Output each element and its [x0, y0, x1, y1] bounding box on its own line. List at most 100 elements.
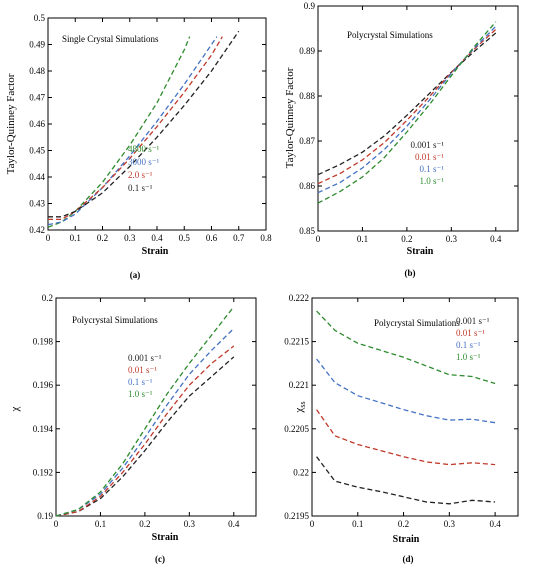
y-tick-label: 0.221 — [289, 380, 309, 390]
y-tick-label: 0.9 — [304, 1, 316, 11]
y-tick-label: 0.44 — [29, 172, 45, 182]
y-tick-label: 0.89 — [299, 46, 315, 56]
y-tick-label: 0.48 — [29, 66, 45, 76]
series-line-2 — [316, 409, 496, 466]
y-tick-label: 0.196 — [33, 380, 54, 390]
series-line-3 — [48, 36, 223, 221]
panel-caption: (b) — [405, 268, 416, 278]
x-tick-label: 0.2 — [97, 233, 108, 243]
plot-frame — [47, 17, 267, 231]
x-tick-label: 0.5 — [179, 233, 191, 243]
y-axis-label-main: χ — [9, 406, 21, 412]
y-tick-label: 0.87 — [299, 136, 315, 146]
x-tick-label: 0.2 — [139, 519, 150, 529]
panel-caption: (c) — [155, 554, 165, 564]
series-line-4 — [316, 310, 496, 385]
x-tick-label: 0 — [54, 519, 59, 529]
panel-title: Single Crystal Simulations — [62, 34, 159, 44]
x-tick-label: 0.4 — [490, 234, 502, 244]
legend-entry-3: 0.1 s⁻¹ — [456, 340, 481, 350]
y-axis-label-main: χ — [293, 408, 305, 414]
legend-entry-4: 1.0 s⁻¹ — [420, 176, 445, 186]
series-line-4 — [55, 306, 235, 517]
y-tick-label: 0.88 — [299, 91, 315, 101]
panel-title: Polycrystal Simulations — [374, 318, 460, 328]
legend-entry-2: 0.01 s⁻¹ — [456, 328, 485, 338]
legend-entry-1: 4800 s⁻¹ — [128, 144, 160, 154]
panel-caption: (d) — [403, 554, 414, 564]
plot-frame — [55, 297, 257, 517]
y-tick-label: 0.85 — [299, 226, 315, 236]
x-tick-label: 0.3 — [444, 519, 456, 529]
plot-frame — [317, 5, 519, 232]
y-tick-label: 0.47 — [29, 93, 45, 103]
series-line-2 — [317, 28, 497, 185]
y-tick-label: 0.46 — [29, 119, 45, 129]
chart-panel-d: 0 0.1 0.2 0.3 0.4 0.2195 0.22 0.2205 0.221 0.2215… — [284, 293, 519, 564]
x-tick-label: 0.1 — [95, 519, 106, 529]
chart-panel-a: 0 0.1 0.2 0.3 0.4 0.5 0.6 0.7 0.8 0.42 0.43 0.44 0.4… — [5, 13, 272, 280]
series-line-1 — [317, 32, 497, 176]
panel-title: Polycrystal Simulations — [72, 315, 158, 325]
x-axis-label: Strain — [142, 246, 169, 257]
plot-frame — [311, 297, 519, 517]
x-tick-label: 0 — [316, 234, 321, 244]
y-tick-label: 0.19 — [37, 511, 53, 521]
series-line-1 — [316, 456, 496, 505]
x-tick-label: 0.4 — [489, 519, 501, 529]
series-line-4 — [48, 30, 240, 218]
x-tick-label: 0.4 — [151, 233, 163, 243]
legend-entry-3: 0.1 s⁻¹ — [420, 164, 445, 174]
x-axis-label: Strain — [152, 532, 179, 543]
legend-entry-4: 1.0 s⁻¹ — [128, 389, 153, 399]
y-axis-label: Taylor-Quinney Factor — [5, 73, 17, 174]
y-axis-label-main: Taylor-Quinney Factor — [284, 67, 296, 168]
y-tick-label: 0.2205 — [284, 424, 309, 434]
y-tick-label: 0.22 — [293, 467, 309, 477]
legend-entry-3: 2.0 s⁻¹ — [128, 170, 153, 180]
y-tick-label: 0.2195 — [284, 511, 309, 521]
x-tick-label: 0.8 — [260, 233, 272, 243]
y-tick-label: 0.49 — [29, 40, 45, 50]
y-tick-label: 0.86 — [299, 181, 315, 191]
y-axis-label-sub: ss — [298, 401, 307, 407]
y-tick-label: 0.42 — [29, 225, 45, 235]
y-tick-label: 0.5 — [34, 13, 46, 23]
y-axis-label: χss — [293, 401, 307, 413]
series-line-3 — [317, 25, 497, 194]
y-tick-label: 0.222 — [289, 293, 309, 303]
chart-panel-b: 0 0.1 0.2 0.3 0.4 0.85 0.86 0.87 0.88 0.89 0.9 Poly… — [284, 1, 519, 278]
chart-panel-c: 0 0.1 0.2 0.3 0.4 0.19 0.192 0.194 0.196 0.198 0.2… — [9, 293, 257, 564]
series-line-2 — [47, 36, 218, 226]
legend-entry-4: 1.0 s⁻¹ — [456, 352, 481, 362]
x-axis-label: Strain — [407, 246, 434, 257]
series-line-3 — [316, 358, 496, 424]
x-tick-label: 0.2 — [398, 519, 409, 529]
legend-entry-1: 0.001 s⁻¹ — [456, 316, 490, 326]
series-line-1 — [55, 356, 235, 517]
x-tick-label: 0.3 — [446, 234, 458, 244]
legend-entry-1: 0.001 s⁻¹ — [411, 140, 445, 150]
x-tick-label: 0.3 — [124, 233, 136, 243]
series-line-2 — [55, 345, 235, 517]
x-tick-label: 0 — [46, 233, 51, 243]
legend-entry-2: 3000 s⁻¹ — [128, 157, 160, 167]
x-tick-label: 0.1 — [357, 234, 368, 244]
x-tick-label: 0.4 — [228, 519, 240, 529]
legend-entry-2: 0.01 s⁻¹ — [128, 365, 157, 375]
series-line-4 — [317, 21, 497, 204]
x-tick-label: 0.7 — [233, 233, 245, 243]
x-tick-label: 0.6 — [206, 233, 218, 243]
y-axis-label: χ — [9, 406, 21, 412]
legend-entry-2: 0.01 s⁻¹ — [415, 152, 444, 162]
x-tick-label: 0.2 — [401, 234, 412, 244]
y-axis-label-main: Taylor-Quinney Factor — [5, 73, 17, 174]
y-tick-label: 0.198 — [33, 337, 54, 347]
y-tick-label: 0.192 — [33, 467, 53, 477]
y-axis-label: Taylor-Quinney Factor — [284, 67, 296, 168]
panel-caption: (a) — [130, 270, 141, 280]
y-tick-label: 0.43 — [29, 199, 45, 209]
x-tick-label: 0.1 — [70, 233, 81, 243]
y-tick-label: 0.2 — [42, 293, 53, 303]
